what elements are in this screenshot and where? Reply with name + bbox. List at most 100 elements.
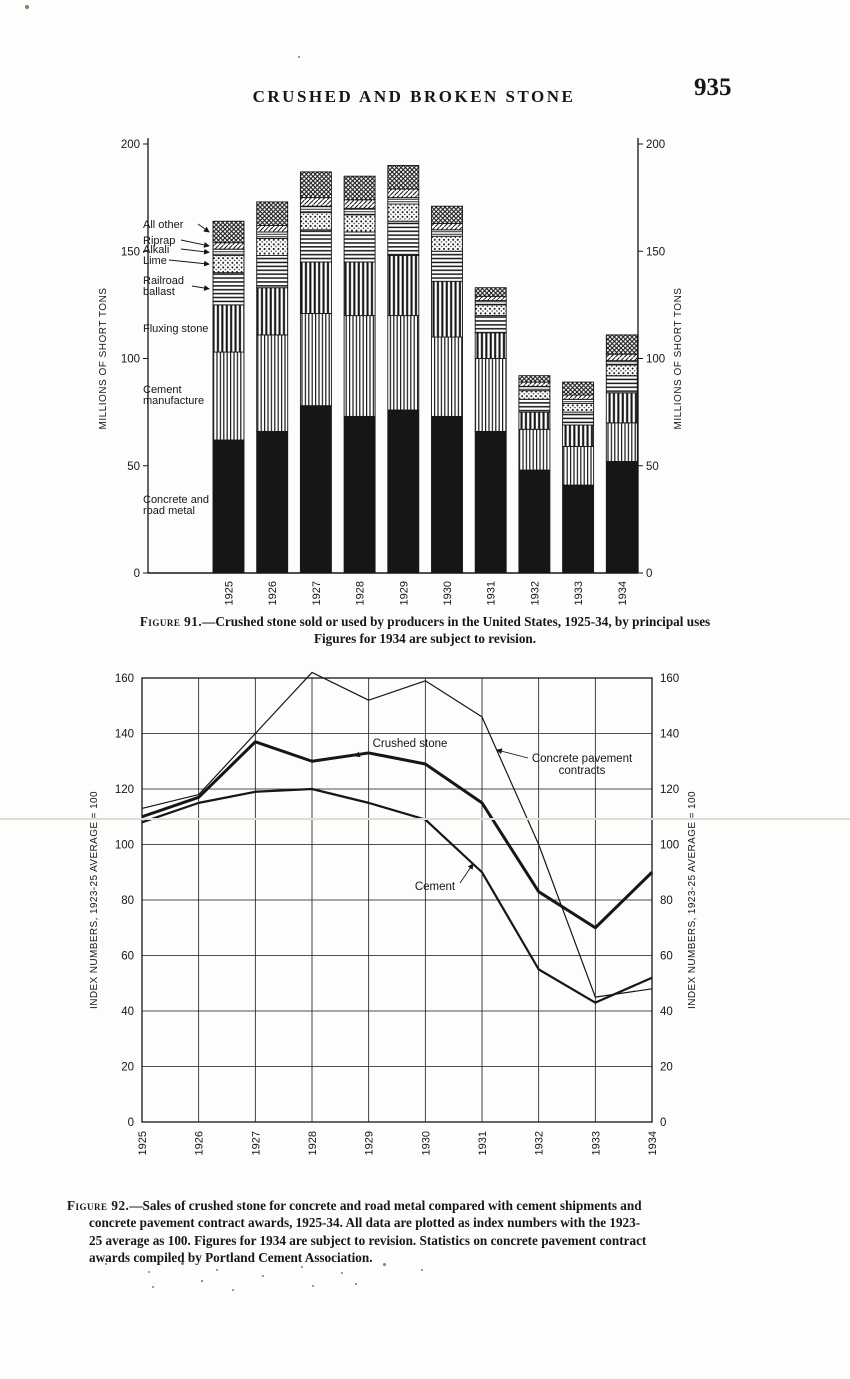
- segment-concrete-and-road-metal: [518, 469, 551, 574]
- segment-cement-manufacture: [256, 334, 289, 432]
- svg-text:Railroad: Railroad: [143, 275, 184, 287]
- svg-text:120: 120: [115, 784, 134, 796]
- svg-text:60: 60: [660, 951, 673, 963]
- segment-alkali: [212, 248, 245, 256]
- scan-artifact-line: [0, 818, 850, 820]
- svg-text:MILLIONS OF SHORT TONS: MILLIONS OF SHORT TONS: [98, 288, 109, 430]
- bar-chart-root: 0 0 50 50 100 100 150 150 200 200 MILLIONS OF SHOR…: [98, 138, 684, 605]
- svg-text:Fluxing stone: Fluxing stone: [143, 323, 208, 335]
- segment-riprap: [474, 295, 507, 302]
- svg-text:1927: 1927: [250, 1131, 262, 1155]
- svg-text:0: 0: [660, 1117, 666, 1129]
- segment-fluxing-stone: [474, 332, 507, 359]
- figure-92-caption-line3: 25 average as 100. Figures for 1934 are …: [89, 1232, 647, 1248]
- segment-fluxing-stone: [212, 304, 245, 353]
- segment-cement-manufacture: [212, 351, 245, 441]
- svg-text:160: 160: [115, 673, 134, 685]
- segment-railroad-ballast: [299, 229, 332, 263]
- segment-alkali: [518, 385, 551, 392]
- svg-text:140: 140: [660, 729, 679, 741]
- segment-alkali: [474, 300, 507, 306]
- bar-1929: [387, 165, 420, 574]
- svg-text:Concrete pavement: Concrete pavement: [532, 753, 633, 765]
- svg-text:1929: 1929: [398, 581, 410, 605]
- figure-92-caption-line2: concrete pavement contract awards, 1925-…: [89, 1215, 641, 1231]
- scan-speckle: [312, 1285, 314, 1287]
- svg-text:120: 120: [660, 784, 679, 796]
- svg-text:50: 50: [127, 461, 140, 473]
- svg-text:INDEX NUMBERS, 1923-25 AVERAGE: INDEX NUMBERS, 1923-25 AVERAGE = 100: [89, 791, 100, 1009]
- svg-text:1932: 1932: [529, 581, 541, 605]
- svg-text:Crushed stone: Crushed stone: [373, 738, 448, 750]
- svg-text:All other: All other: [143, 219, 184, 231]
- segment-railroad-ballast: [474, 315, 507, 334]
- svg-text:1925: 1925: [137, 1131, 149, 1155]
- segment-all-other: [431, 205, 463, 224]
- figure-92-caption-line1: Figure 92.—Sales of crushed stone for co…: [67, 1197, 785, 1214]
- svg-text:0: 0: [646, 568, 652, 580]
- segment-railroad-ballast: [212, 272, 245, 306]
- segment-railroad-ballast: [518, 398, 551, 413]
- svg-text:1928: 1928: [355, 581, 367, 605]
- figure-92-caption: Figure 92.—Sales of crushed stone for co…: [67, 1197, 785, 1267]
- segment-fluxing-stone: [518, 411, 551, 430]
- figure-91-caption: Figure 91.—Crushed stone sold or used by…: [60, 613, 790, 648]
- svg-text:Alkali: Alkali: [143, 244, 169, 256]
- bars: 1925 1926 1927 1928 1929 1930 1931 1932 1933 1934: [212, 165, 638, 605]
- series-line-crushed-stone: [141, 740, 654, 930]
- segment-riprap: [605, 353, 638, 362]
- segment-cement-manufacture: [562, 445, 595, 486]
- svg-text:Concrete and: Concrete and: [143, 494, 209, 506]
- segment-concrete-and-road-metal: [605, 461, 638, 574]
- segment-railroad-ballast: [431, 250, 463, 282]
- segment-lime: [431, 235, 463, 252]
- segment-concrete-and-road-metal: [387, 409, 420, 574]
- bar-1927: [299, 171, 332, 574]
- bar-axes: 0 0 50 50 100 100 150 150 200 200 MILLIONS OF SHOR…: [98, 138, 684, 580]
- segment-lime: [605, 364, 638, 377]
- segment-railroad-ballast: [256, 255, 289, 289]
- segment-lime: [474, 304, 507, 317]
- svg-text:1930: 1930: [442, 581, 454, 605]
- segment-fluxing-stone: [299, 261, 332, 314]
- svg-text:INDEX NUMBERS, 1923-25 AVERAGE: INDEX NUMBERS, 1923-25 AVERAGE = 100: [687, 791, 698, 1009]
- svg-text:80: 80: [121, 895, 134, 907]
- svg-text:40: 40: [660, 1006, 673, 1018]
- series-line-cement: [141, 787, 653, 1004]
- figure-92-label: Figure 92.: [67, 1198, 130, 1213]
- segment-railroad-ballast: [387, 220, 420, 256]
- segment-fluxing-stone: [605, 392, 638, 424]
- svg-text:100: 100: [115, 840, 134, 852]
- bar-1934: [605, 334, 638, 574]
- segment-cement-manufacture: [299, 313, 332, 407]
- segment-riprap: [299, 197, 332, 207]
- segment-all-other: [212, 220, 245, 244]
- bar-1933: [562, 381, 595, 574]
- segment-alkali: [387, 197, 420, 205]
- svg-text:1927: 1927: [311, 581, 323, 605]
- scan-speckle: [25, 5, 29, 9]
- svg-text:0: 0: [134, 568, 140, 580]
- series-line-concrete-pavement-contracts: [141, 671, 653, 998]
- svg-text:1931: 1931: [486, 581, 498, 605]
- segment-riprap: [431, 222, 463, 231]
- line-axes: 0 0 20 20 40 40 60 60 80 80 100 100 120 120 140 140 160 1…: [89, 673, 698, 1155]
- svg-text:Lime: Lime: [143, 255, 167, 267]
- scan-speckle: [148, 1271, 150, 1273]
- segment-riprap: [256, 225, 289, 233]
- svg-text:100: 100: [121, 354, 140, 366]
- segment-all-other: [387, 165, 420, 190]
- figure-91-caption-line1: Figure 91.—Crushed stone sold or used by…: [60, 613, 790, 630]
- svg-text:150: 150: [646, 246, 665, 258]
- segment-cement-manufacture: [431, 336, 463, 417]
- segment-concrete-and-road-metal: [474, 430, 507, 574]
- svg-text:140: 140: [115, 729, 134, 741]
- segment-all-other: [474, 287, 507, 297]
- segment-concrete-and-road-metal: [431, 415, 463, 574]
- segment-railroad-ballast: [605, 375, 638, 394]
- segment-concrete-and-road-metal: [212, 439, 245, 574]
- segment-cement-manufacture: [474, 358, 507, 432]
- segment-fluxing-stone: [343, 261, 376, 317]
